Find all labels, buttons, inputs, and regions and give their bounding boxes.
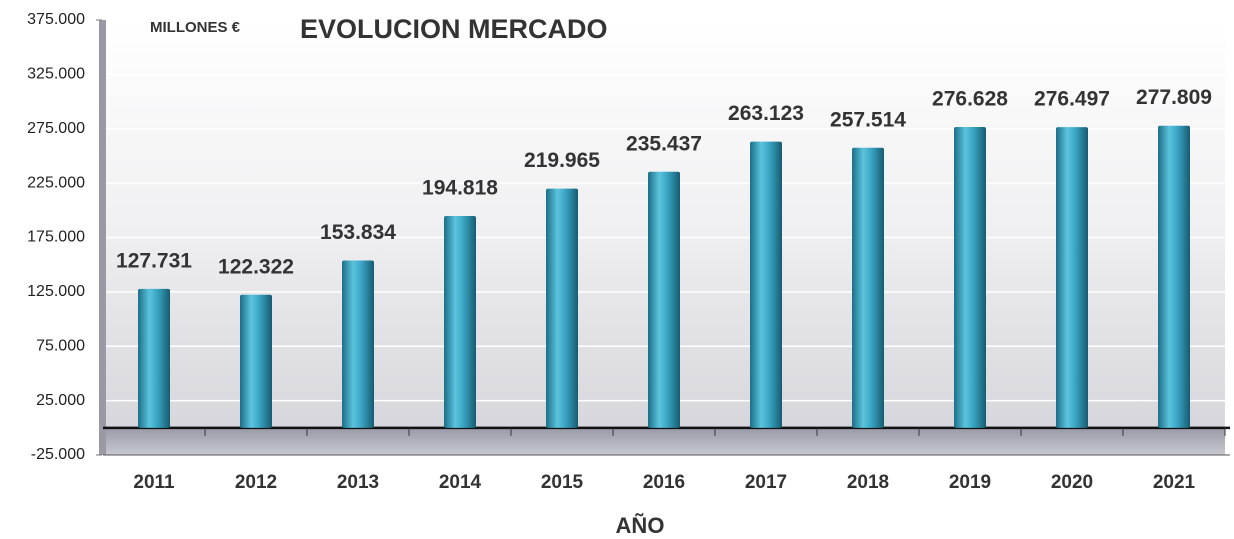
x-axis-label: AÑO — [616, 513, 665, 538]
value-label: 122.322 — [218, 255, 294, 278]
y-tick-label: 225.000 — [27, 174, 85, 191]
bar — [444, 215, 476, 428]
x-tick-label: 2011 — [133, 472, 175, 493]
bar — [648, 171, 680, 428]
x-tick-label: 2015 — [541, 472, 584, 493]
bar — [138, 288, 170, 428]
y-tick-label: 175.000 — [27, 229, 85, 246]
side-wall — [99, 20, 106, 455]
x-tick-label: 2017 — [745, 472, 787, 493]
bar — [954, 126, 986, 428]
bar — [1056, 127, 1088, 428]
x-tick-label: 2020 — [1051, 472, 1093, 493]
bar — [852, 147, 884, 428]
bar — [750, 141, 782, 428]
value-label: 127.731 — [116, 249, 192, 272]
y-tick-label: 75.000 — [36, 337, 85, 354]
value-label: 263.123 — [728, 102, 804, 125]
value-label: 276.628 — [932, 88, 1008, 111]
x-tick-label: 2013 — [337, 472, 379, 493]
value-label: 153.834 — [320, 221, 396, 244]
unit-label: MILLONES € — [150, 19, 241, 36]
x-tick-label: 2018 — [847, 472, 889, 493]
chart-title: EVOLUCION MERCADO — [300, 14, 608, 44]
y-tick-label: 25.000 — [36, 392, 85, 409]
value-label: 235.437 — [626, 132, 702, 155]
x-tick-label: 2012 — [235, 472, 277, 493]
x-tick-label: 2016 — [643, 472, 685, 493]
floor — [106, 427, 1225, 455]
y-tick-label: 325.000 — [27, 66, 85, 83]
y-tick-label: 375.000 — [27, 11, 85, 28]
x-tick-label: 2014 — [439, 472, 482, 493]
bar — [546, 188, 578, 428]
y-tick-label: -25.000 — [31, 446, 85, 463]
x-tick-label: 2021 — [1153, 472, 1196, 493]
value-label: 277.809 — [1136, 86, 1212, 109]
bar — [342, 260, 374, 428]
x-tick-label: 2019 — [949, 472, 991, 493]
value-label: 219.965 — [524, 149, 600, 172]
value-label: 194.818 — [422, 176, 498, 199]
bar — [1158, 125, 1190, 428]
y-tick-label: 275.000 — [27, 120, 85, 137]
y-tick-label: 125.000 — [27, 283, 85, 300]
bar — [240, 294, 272, 428]
value-label: 276.497 — [1034, 88, 1110, 111]
value-label: 257.514 — [830, 108, 906, 131]
